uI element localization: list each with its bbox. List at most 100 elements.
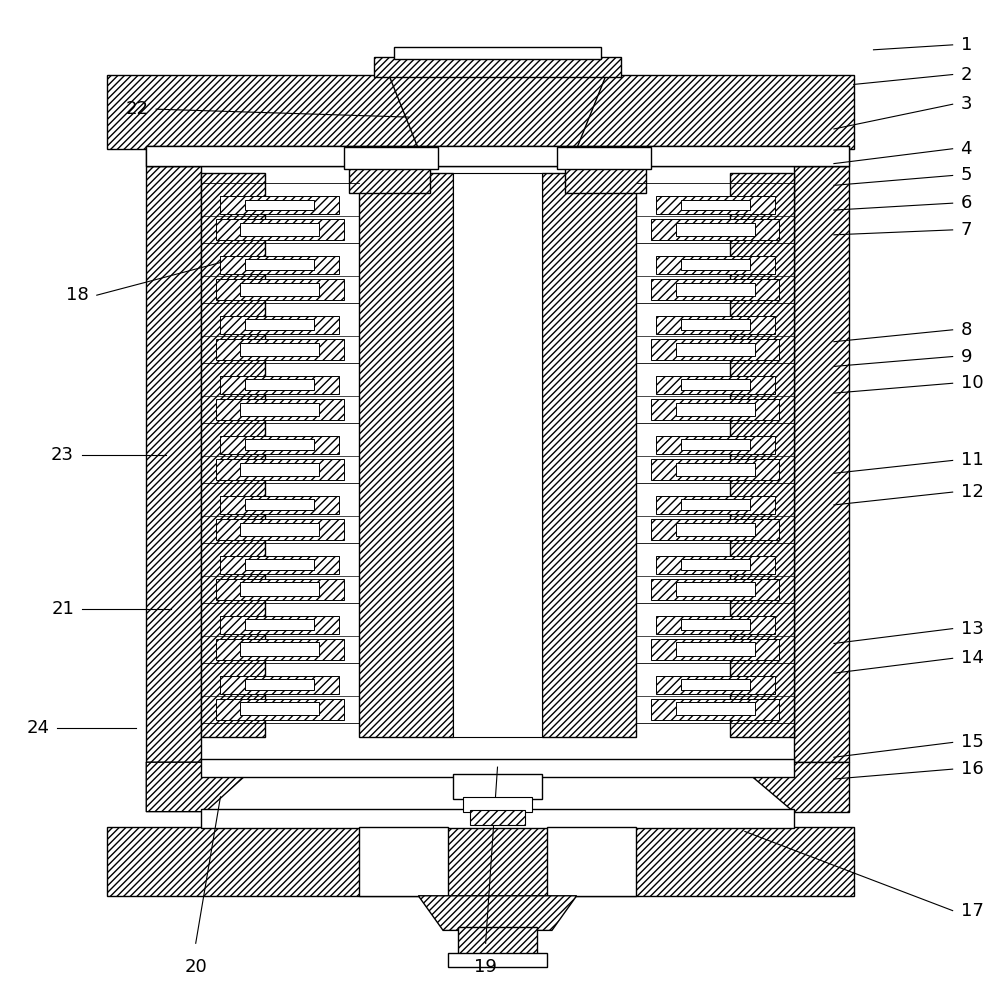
Bar [216, 219, 344, 240]
Bar [245, 439, 314, 450]
Bar [245, 559, 314, 570]
Text: 12: 12 [959, 483, 982, 501]
Bar [240, 403, 319, 416]
Bar [650, 219, 778, 240]
Bar [680, 499, 749, 510]
Bar [680, 200, 749, 210]
Bar [216, 639, 344, 660]
Bar [655, 496, 773, 514]
Bar [221, 256, 339, 274]
Bar [457, 927, 537, 955]
Bar [650, 459, 778, 480]
Polygon shape [735, 762, 848, 812]
Bar [221, 676, 339, 694]
Text: 21: 21 [51, 600, 74, 618]
Bar [221, 436, 339, 454]
Bar [359, 173, 452, 737]
Bar [349, 166, 429, 193]
Bar [655, 256, 773, 274]
Bar [245, 379, 314, 390]
Bar [146, 166, 201, 762]
Bar [675, 403, 754, 416]
Bar [216, 339, 344, 360]
Bar [650, 519, 778, 540]
Bar [240, 343, 319, 356]
Bar [146, 146, 848, 166]
Bar [216, 459, 344, 480]
Bar [106, 75, 853, 149]
Bar [655, 316, 773, 334]
Bar [240, 283, 319, 296]
Bar [680, 379, 749, 390]
Bar [240, 642, 319, 656]
Text: 2: 2 [959, 66, 971, 84]
Bar [557, 147, 650, 169]
Bar [793, 166, 848, 762]
Bar [675, 223, 754, 236]
Bar [675, 642, 754, 656]
Bar [216, 579, 344, 600]
Text: 6: 6 [959, 194, 971, 212]
Bar [245, 679, 314, 690]
Text: 8: 8 [959, 321, 971, 339]
Bar [680, 559, 749, 570]
Bar [240, 523, 319, 536]
Bar [675, 523, 754, 536]
Text: 14: 14 [959, 649, 982, 667]
Text: 10: 10 [959, 374, 982, 392]
Polygon shape [417, 896, 577, 930]
Bar [221, 616, 339, 634]
Bar [650, 339, 778, 360]
Bar [655, 436, 773, 454]
Bar [680, 259, 749, 270]
Bar [452, 173, 542, 737]
Bar [240, 702, 319, 715]
Polygon shape [146, 762, 259, 812]
Bar [245, 319, 314, 330]
Text: 13: 13 [959, 620, 982, 638]
Bar [240, 223, 319, 236]
Bar [655, 676, 773, 694]
Bar [680, 439, 749, 450]
Bar [221, 196, 339, 214]
Bar [675, 702, 754, 715]
Bar [462, 797, 532, 812]
Bar [655, 616, 773, 634]
Text: 24: 24 [26, 719, 50, 737]
Bar [106, 827, 853, 896]
Bar [201, 809, 793, 828]
Bar [680, 619, 749, 630]
Bar [240, 582, 319, 596]
Bar [245, 499, 314, 510]
Text: 4: 4 [959, 140, 971, 158]
Bar [675, 343, 754, 356]
Bar [650, 699, 778, 720]
Text: 1: 1 [959, 36, 971, 54]
Bar [469, 810, 525, 825]
Bar [655, 376, 773, 394]
Bar [216, 519, 344, 540]
Bar [650, 639, 778, 660]
Text: 11: 11 [959, 451, 982, 469]
Bar [240, 463, 319, 476]
Bar [221, 376, 339, 394]
Text: 23: 23 [51, 446, 74, 464]
Text: 22: 22 [125, 100, 148, 118]
Text: 17: 17 [959, 902, 982, 920]
Bar [245, 200, 314, 210]
Bar [680, 679, 749, 690]
Bar [221, 316, 339, 334]
Bar [245, 619, 314, 630]
Bar [655, 196, 773, 214]
Bar [650, 579, 778, 600]
Bar [394, 47, 600, 59]
Bar [730, 173, 793, 737]
Text: 5: 5 [959, 166, 971, 184]
Bar [547, 827, 635, 896]
Bar [201, 759, 793, 777]
Text: 16: 16 [959, 760, 982, 778]
Bar [146, 146, 848, 166]
Bar [344, 147, 437, 169]
Bar [680, 319, 749, 330]
Bar [245, 259, 314, 270]
